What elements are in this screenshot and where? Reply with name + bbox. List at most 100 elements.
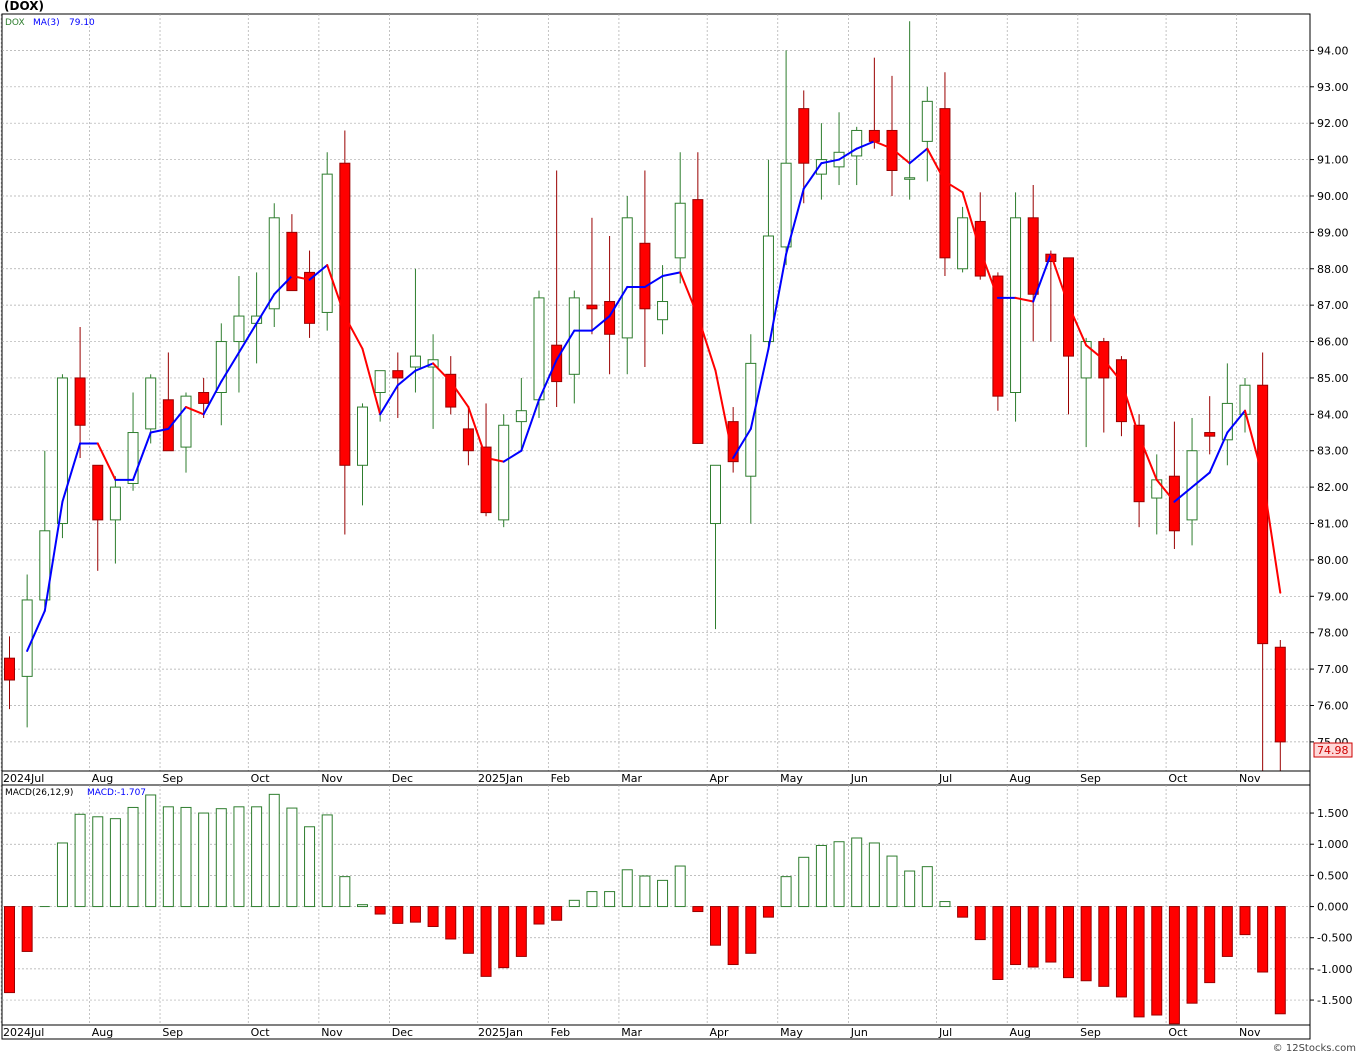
candle-up (215, 323, 227, 426)
macd-bar-negative (551, 906, 563, 921)
macd-bar-negative (515, 906, 527, 957)
price-tick-label: 88.00 (1317, 263, 1349, 276)
macd-x-tick-label: Dec (392, 1026, 413, 1039)
macd-bar-negative (445, 906, 457, 940)
ma-segment (343, 315, 364, 350)
price-x-tick-label: Aug (1010, 772, 1031, 785)
candle-body (1080, 341, 1092, 379)
macd-bar-negative (710, 906, 721, 946)
macd-bar-negative (1045, 906, 1057, 963)
price-tick-label: 78.00 (1317, 627, 1349, 640)
ma-segment (396, 369, 417, 387)
price-tick-label: 87.00 (1317, 299, 1349, 312)
candle-body (815, 159, 827, 175)
macd-x-tick-label: Sep (162, 1026, 183, 1039)
candle-body (798, 108, 810, 164)
watermark: © 12Stocks.com (1273, 1043, 1356, 1054)
macd-bar-positive (74, 813, 86, 908)
price-grid (0, 14, 1310, 771)
price-tick-label: 85.00 (1317, 372, 1349, 385)
candle-body (886, 129, 898, 171)
candle-body (92, 464, 104, 521)
candle-body (851, 129, 863, 157)
candle-body (904, 177, 916, 180)
candle-body (727, 421, 739, 463)
ma-segment (255, 293, 276, 325)
macd-bar-positive (304, 826, 316, 908)
macd-bar-positive (939, 901, 951, 908)
last-price-label: 74.98 (1317, 744, 1349, 757)
macd-bar-positive (286, 807, 298, 908)
candle-down (586, 217, 598, 335)
candle-up (1010, 192, 1022, 422)
candle-body (357, 406, 368, 466)
candle-body (533, 297, 545, 401)
ma-segment (1155, 478, 1176, 503)
macd-bar-positive (657, 879, 669, 908)
candle-body (1274, 646, 1286, 743)
macd-bar-negative (1063, 906, 1074, 979)
candle-body (568, 297, 580, 375)
ma-segment (326, 264, 346, 318)
candle-down (480, 403, 492, 517)
macd-bar-negative (1133, 906, 1145, 1018)
candle-body (480, 446, 492, 514)
candle-down (992, 272, 1004, 411)
candle-body (992, 275, 1004, 397)
candle-body (409, 355, 421, 368)
ma-segment (891, 147, 911, 165)
macd-bar-negative (533, 906, 545, 925)
macd-bar-positive (162, 806, 174, 908)
ma-segment (149, 427, 170, 434)
candle-down (1168, 421, 1180, 549)
macd-bar-positive (109, 818, 121, 908)
macd-tick-label: -1.500 (1317, 994, 1352, 1007)
macd-bar-positive (339, 876, 351, 908)
candle-down (692, 152, 704, 444)
macd-x-tick-label: Aug (1010, 1026, 1031, 1039)
macd-bar-negative (992, 906, 1004, 980)
candle-body (39, 530, 51, 601)
macd-bar-positive (127, 806, 139, 908)
ma-segment (714, 369, 735, 460)
ma-segment (237, 322, 258, 354)
candle-body (1151, 479, 1163, 499)
macd-bar-negative (1115, 906, 1127, 998)
ma-segment (26, 609, 46, 652)
price-x-tick-label: Sep (1080, 772, 1101, 785)
macd-y-axis: 1.500 1.000 0.500 0.000 -0.500 -1.000 -1.500 (1310, 807, 1352, 1007)
macd-bar-negative (727, 906, 739, 966)
candle-body (1168, 475, 1180, 532)
macd-bar-negative (392, 906, 404, 924)
candle-up (621, 195, 633, 375)
candle-body (657, 301, 669, 321)
ma-segment (732, 427, 752, 460)
price-tick-label: 80.00 (1317, 554, 1349, 567)
ma-segment (379, 384, 399, 416)
candle-body (4, 657, 15, 681)
ma-segment (432, 362, 452, 383)
ma-segment (1120, 380, 1141, 438)
candle-up (1221, 363, 1233, 466)
candle-body (109, 486, 121, 521)
candle-down (445, 356, 457, 415)
candle-down (604, 236, 616, 375)
ma-segment (1032, 253, 1052, 303)
legend-ma-value: 79.10 (69, 18, 95, 28)
candle-up (815, 123, 827, 200)
candle-body (445, 373, 457, 408)
ma-segment (908, 147, 929, 165)
candle-down (1027, 185, 1039, 342)
candle-body (74, 377, 86, 426)
price-x-tick-label: Jul (938, 772, 952, 785)
macd-bar-negative (374, 906, 386, 915)
ma-segment (926, 147, 946, 183)
price-x-tick-label: Sep (162, 772, 183, 785)
candle-body (21, 599, 33, 677)
candle-body (462, 428, 474, 452)
ma-segment (1173, 486, 1194, 503)
candle-body (921, 100, 933, 142)
ma-segment (643, 275, 664, 288)
ma-segment (1208, 431, 1229, 474)
price-tick-label: 76.00 (1317, 699, 1349, 712)
